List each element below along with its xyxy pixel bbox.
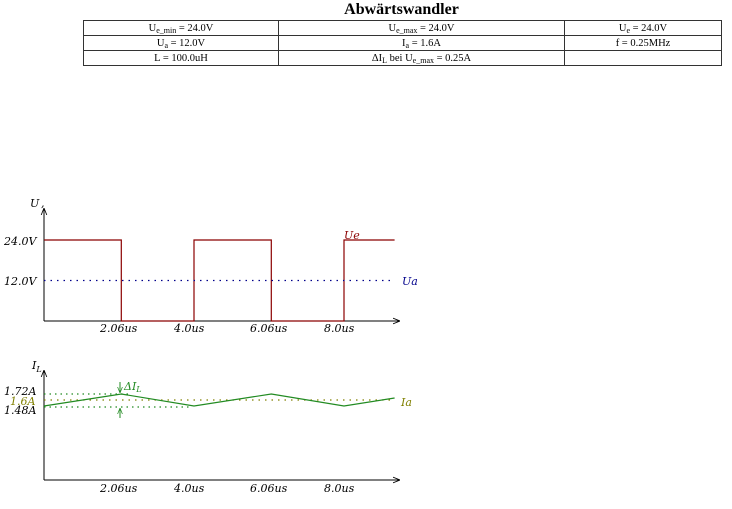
voltage-axis-comma: ,	[41, 197, 45, 210]
x-tick-2-06us: 2.06us	[99, 322, 138, 335]
table-row: L = 100.0uH ΔIL bei Ue_max = 0.25A	[83, 50, 722, 66]
y-tick-12v: 12.0V	[4, 275, 37, 288]
ua-series-label: Ua	[402, 275, 418, 288]
x-tick-6-06us: 6.06us	[250, 322, 288, 335]
parameter-table: Ue_min = 24.0V Ue_max = 24.0V Ue = 24.0V…	[83, 20, 722, 66]
il-series-line	[43, 393, 395, 407]
ue-cell: Ue = 24.0V	[564, 20, 722, 36]
x-tick-8-0us: 8.0us	[324, 322, 355, 335]
x-tick-4-0us: 4.0us	[173, 322, 205, 335]
x-tick-4-0us: 4.0us	[173, 482, 205, 495]
y-tick-1-72a: 1.72A	[4, 385, 36, 398]
delta-il-cell: ΔIL bei Ue_max = 0.25A	[278, 50, 565, 66]
y-tick-1-48a: 1.48A	[4, 404, 36, 417]
voltage-axis-label: U	[30, 197, 40, 210]
x-tick-6-06us: 6.06us	[250, 482, 288, 495]
current-chart: IL 1.72A 1.6A 1.48A ΔIL Ia 2.06us 4.0us …	[4, 359, 412, 495]
current-axis-label: IL	[31, 359, 42, 374]
voltage-chart: U , 24.0V 12.0V Ue Ua 2.06us 4.0us 6.06u…	[3, 197, 418, 335]
page-title: Abwärtswandler	[344, 1, 459, 18]
table-row: Ue_min = 24.0V Ue_max = 24.0V Ue = 24.0V	[83, 20, 722, 36]
ia-series-label: Ia	[400, 396, 412, 409]
ue-series-label: Ue	[344, 229, 360, 242]
l-cell: L = 100.0uH	[83, 50, 279, 66]
x-tick-2-06us: 2.06us	[99, 482, 138, 495]
table-row: Ua = 12.0V Ia = 1.6A f = 0.25MHz	[83, 35, 722, 51]
empty-cell	[564, 50, 722, 66]
y-tick-24v: 24.0V	[3, 235, 37, 248]
x-tick-8-0us: 8.0us	[324, 482, 355, 495]
y-tick-1-6a: 1.6A	[10, 395, 35, 408]
delta-il-label: ΔIL	[123, 380, 142, 394]
